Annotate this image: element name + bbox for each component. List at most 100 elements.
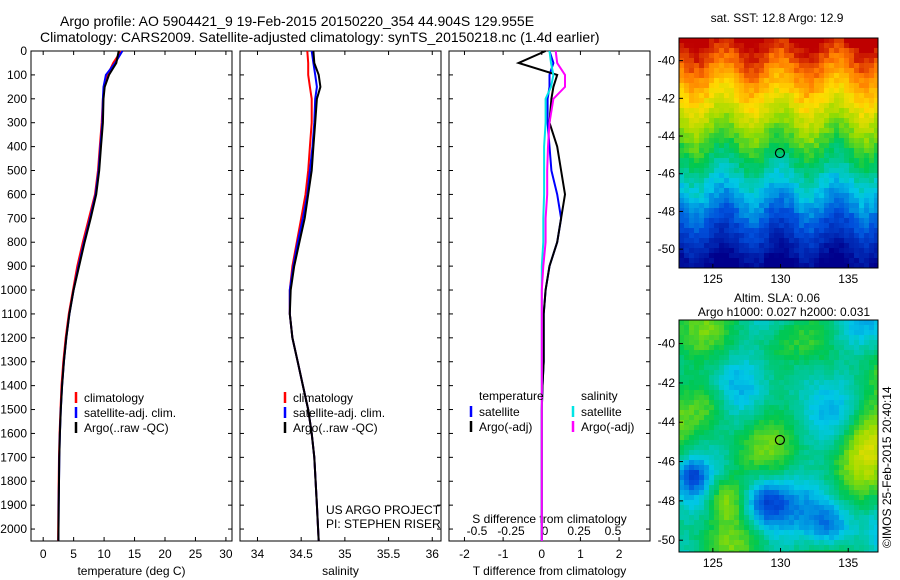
- map-cell: [774, 113, 779, 118]
- map-cell: [834, 158, 839, 163]
- map-cell: [799, 233, 804, 238]
- map-cell: [684, 390, 689, 395]
- map-cell: [859, 530, 864, 535]
- map-cell: [849, 440, 854, 445]
- map-cell: [679, 188, 684, 193]
- map-cell: [789, 525, 794, 530]
- map-cell: [709, 48, 714, 53]
- map-cell: [849, 385, 854, 390]
- map-cell: [689, 83, 694, 88]
- map-cell: [699, 43, 704, 48]
- map-cell: [714, 440, 719, 445]
- map-cell: [699, 143, 704, 148]
- map-cell: [804, 163, 809, 168]
- map-cell: [819, 455, 824, 460]
- map-cell: [849, 390, 854, 395]
- map-cell: [679, 360, 684, 365]
- map-cell: [774, 410, 779, 415]
- map-cell: [749, 98, 754, 103]
- map-cell: [694, 108, 699, 113]
- map-cell: [734, 73, 739, 78]
- map-cell: [719, 510, 724, 515]
- map-cell: [714, 480, 719, 485]
- map-cell: [854, 83, 859, 88]
- map-cell: [804, 540, 809, 545]
- map-cell: [799, 113, 804, 118]
- map-cell: [834, 385, 839, 390]
- map-cell: [714, 148, 719, 153]
- map-cell: [814, 133, 819, 138]
- map-cell: [749, 345, 754, 350]
- map-cell: [874, 138, 878, 143]
- map-cell: [834, 325, 839, 330]
- map-cell: [784, 103, 789, 108]
- map-cell: [684, 243, 689, 248]
- map-cell: [859, 435, 864, 440]
- map-cell: [824, 425, 829, 430]
- map-cell: [749, 360, 754, 365]
- map-cell: [809, 213, 814, 218]
- map-cell: [774, 163, 779, 168]
- map-cell: [749, 178, 754, 183]
- map-cell: [714, 228, 719, 233]
- map-cell: [799, 88, 804, 93]
- map-cell: [729, 133, 734, 138]
- map-cell: [869, 490, 874, 495]
- map-cell: [749, 365, 754, 370]
- map-cell: [714, 118, 719, 123]
- map-cell: [854, 375, 859, 380]
- map-cell: [804, 143, 809, 148]
- map-cell: [824, 330, 829, 335]
- map-cell: [809, 93, 814, 98]
- map-cell: [734, 415, 739, 420]
- map-cell: [789, 133, 794, 138]
- map-cell: [749, 480, 754, 485]
- map-cell: [764, 73, 769, 78]
- map-cell: [719, 400, 724, 405]
- map-cell: [864, 430, 869, 435]
- map-cell: [734, 188, 739, 193]
- map-cell: [714, 520, 719, 525]
- map-cell: [799, 470, 804, 475]
- map-cell: [759, 218, 764, 223]
- map-cell: [859, 113, 864, 118]
- map-cell: [814, 68, 819, 73]
- map-cell: [814, 63, 819, 68]
- map-cell: [774, 223, 779, 228]
- map-cell: [709, 320, 714, 325]
- map-cell: [859, 515, 864, 520]
- map-cell: [754, 188, 759, 193]
- map-cell: [734, 465, 739, 470]
- map-cell: [794, 83, 799, 88]
- map-cell: [729, 218, 734, 223]
- map-cell: [819, 173, 824, 178]
- map-cell: [814, 400, 819, 405]
- map-cell: [769, 213, 774, 218]
- map-cell: [869, 380, 874, 385]
- map-cell: [729, 143, 734, 148]
- map-cell: [749, 445, 754, 450]
- map-cell: [794, 375, 799, 380]
- map-cell: [854, 520, 859, 525]
- map-cell: [764, 143, 769, 148]
- map-cell: [739, 73, 744, 78]
- map-cell: [724, 350, 729, 355]
- map-cell: [859, 123, 864, 128]
- map-cell: [684, 455, 689, 460]
- map-cell: [784, 550, 789, 552]
- map-cell: [709, 400, 714, 405]
- map-cell: [819, 183, 824, 188]
- map-cell: [729, 173, 734, 178]
- map-cell: [754, 118, 759, 123]
- map-cell: [819, 320, 824, 325]
- map-cell: [724, 133, 729, 138]
- map-cell: [809, 223, 814, 228]
- map-cell: [699, 163, 704, 168]
- map-cell: [764, 138, 769, 143]
- map-cell: [819, 380, 824, 385]
- map-cell: [774, 325, 779, 330]
- map-cell: [804, 223, 809, 228]
- map-cell: [784, 520, 789, 525]
- map-cell: [799, 73, 804, 78]
- map-cell: [769, 103, 774, 108]
